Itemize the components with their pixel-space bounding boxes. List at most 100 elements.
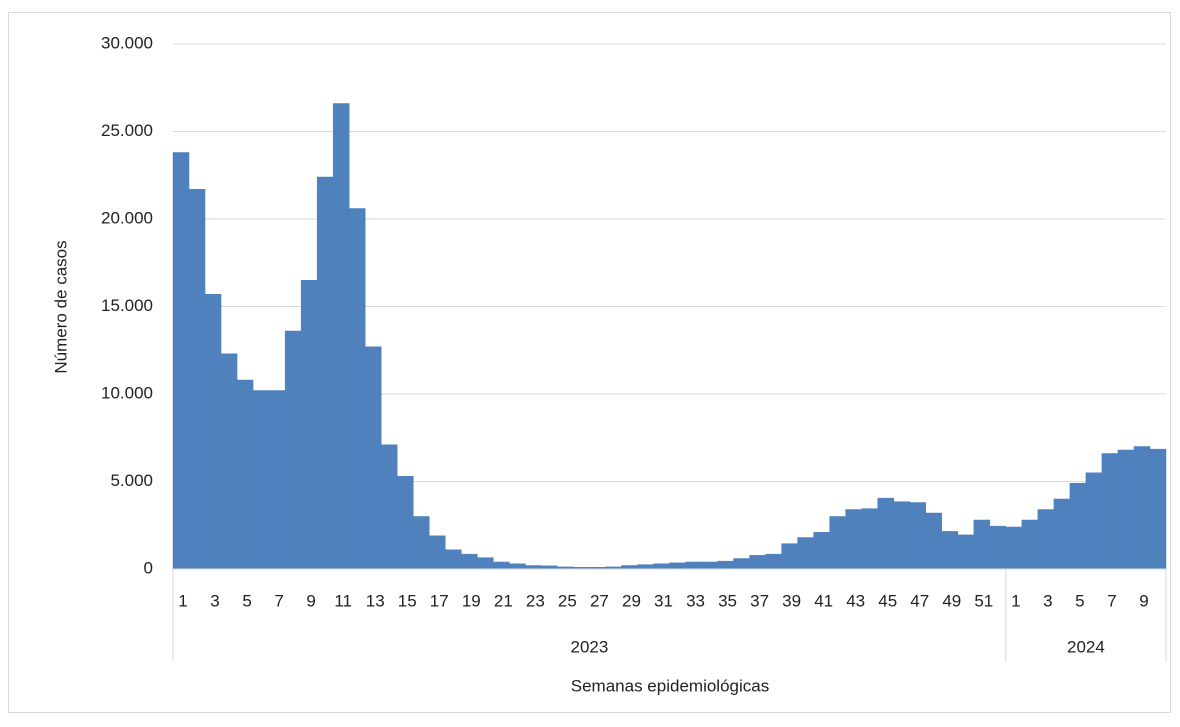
x-tick-label: 1 bbox=[178, 591, 187, 610]
x-tick-label: 9 bbox=[1139, 591, 1148, 610]
bar bbox=[477, 557, 494, 570]
x-tick-label: 25 bbox=[558, 591, 577, 610]
bar bbox=[925, 512, 943, 570]
x-tick-label: 41 bbox=[814, 591, 833, 610]
bar bbox=[669, 562, 686, 570]
bar bbox=[1117, 449, 1135, 570]
chart-frame bbox=[8, 12, 1171, 713]
x-tick-label: 27 bbox=[590, 591, 609, 610]
x-tick-label: 47 bbox=[910, 591, 929, 610]
bar bbox=[637, 564, 654, 570]
x-tick-label: 5 bbox=[1075, 591, 1084, 610]
bar bbox=[220, 353, 238, 570]
bar bbox=[364, 346, 382, 570]
x-tick-label: 7 bbox=[1107, 591, 1116, 610]
bar bbox=[1005, 526, 1023, 570]
x-axis-title: Semanas epidemiológicas bbox=[571, 676, 769, 695]
x-tick-label: 19 bbox=[462, 591, 481, 610]
x-tick-label: 49 bbox=[942, 591, 961, 610]
x-tick-label: 35 bbox=[718, 591, 737, 610]
x-tick-label: 3 bbox=[210, 591, 219, 610]
bar bbox=[300, 280, 318, 570]
x-tick-label: 37 bbox=[750, 591, 769, 610]
bar bbox=[829, 516, 846, 570]
bar bbox=[813, 532, 830, 570]
y-tick-label: 0 bbox=[144, 558, 153, 577]
bar bbox=[445, 549, 462, 570]
bar bbox=[412, 516, 430, 570]
bar bbox=[316, 176, 334, 570]
x-tick-label: 43 bbox=[846, 591, 865, 610]
bar bbox=[973, 519, 991, 570]
bar bbox=[1085, 472, 1103, 570]
bar bbox=[893, 501, 910, 570]
bar bbox=[348, 208, 366, 570]
bar bbox=[1149, 448, 1167, 570]
bar bbox=[188, 189, 206, 570]
bar bbox=[621, 565, 638, 570]
x-tick-label: 33 bbox=[686, 591, 705, 610]
bar bbox=[909, 502, 927, 570]
bar bbox=[765, 553, 782, 570]
x-tick-label: 7 bbox=[274, 591, 283, 610]
bar bbox=[845, 509, 862, 570]
x-tick-label: 9 bbox=[306, 591, 315, 610]
bar bbox=[797, 537, 814, 570]
bar bbox=[396, 476, 414, 570]
x-tick-label: 31 bbox=[654, 591, 673, 610]
bar bbox=[653, 563, 670, 570]
group-label: 2023 bbox=[571, 637, 609, 656]
x-tick-label: 45 bbox=[878, 591, 897, 610]
bar bbox=[957, 534, 975, 570]
bar bbox=[733, 558, 750, 570]
bar bbox=[1101, 453, 1119, 570]
bar bbox=[989, 525, 1007, 570]
x-tick-label: 39 bbox=[782, 591, 801, 610]
bar bbox=[429, 535, 446, 570]
y-tick-label: 5.000 bbox=[110, 471, 153, 490]
y-tick-label: 10.000 bbox=[101, 383, 153, 402]
bar bbox=[509, 563, 526, 570]
x-tick-label: 51 bbox=[974, 591, 993, 610]
x-tick-label: 1 bbox=[1011, 591, 1020, 610]
x-tick-label: 5 bbox=[242, 591, 251, 610]
bar bbox=[1069, 483, 1087, 570]
bar bbox=[204, 294, 222, 570]
y-tick-label: 15.000 bbox=[101, 296, 153, 315]
bar bbox=[268, 390, 286, 570]
bar bbox=[380, 444, 398, 570]
bar bbox=[701, 561, 718, 570]
bar bbox=[1053, 498, 1071, 570]
x-tick-label: 13 bbox=[366, 591, 385, 610]
x-tick-label: 17 bbox=[430, 591, 449, 610]
bar bbox=[461, 553, 478, 570]
bar bbox=[1037, 509, 1055, 570]
x-tick-label: 11 bbox=[334, 591, 352, 610]
y-tick-label: 30.000 bbox=[101, 33, 153, 52]
bar bbox=[685, 561, 702, 570]
x-tick-label: 3 bbox=[1043, 591, 1052, 610]
bar bbox=[717, 560, 734, 570]
bar bbox=[749, 555, 766, 570]
y-tick-label: 25.000 bbox=[101, 121, 153, 140]
x-tick-label: 21 bbox=[494, 591, 513, 610]
bar bbox=[284, 330, 302, 570]
bar bbox=[781, 543, 798, 570]
bar bbox=[877, 497, 894, 570]
bar bbox=[172, 152, 190, 570]
bar bbox=[493, 561, 510, 570]
bar bbox=[1021, 519, 1039, 570]
x-tick-label: 15 bbox=[398, 591, 417, 610]
y-tick-label: 20.000 bbox=[101, 208, 153, 227]
bar bbox=[1133, 446, 1151, 570]
x-tick-label: 23 bbox=[526, 591, 545, 610]
bar bbox=[861, 508, 878, 570]
bar bbox=[236, 379, 254, 570]
bar bbox=[941, 531, 959, 570]
bar bbox=[332, 103, 350, 570]
bar bbox=[525, 565, 542, 570]
bar bbox=[252, 390, 270, 570]
x-tick-label: 29 bbox=[622, 591, 641, 610]
y-axis-title: Número de casos bbox=[51, 240, 70, 373]
